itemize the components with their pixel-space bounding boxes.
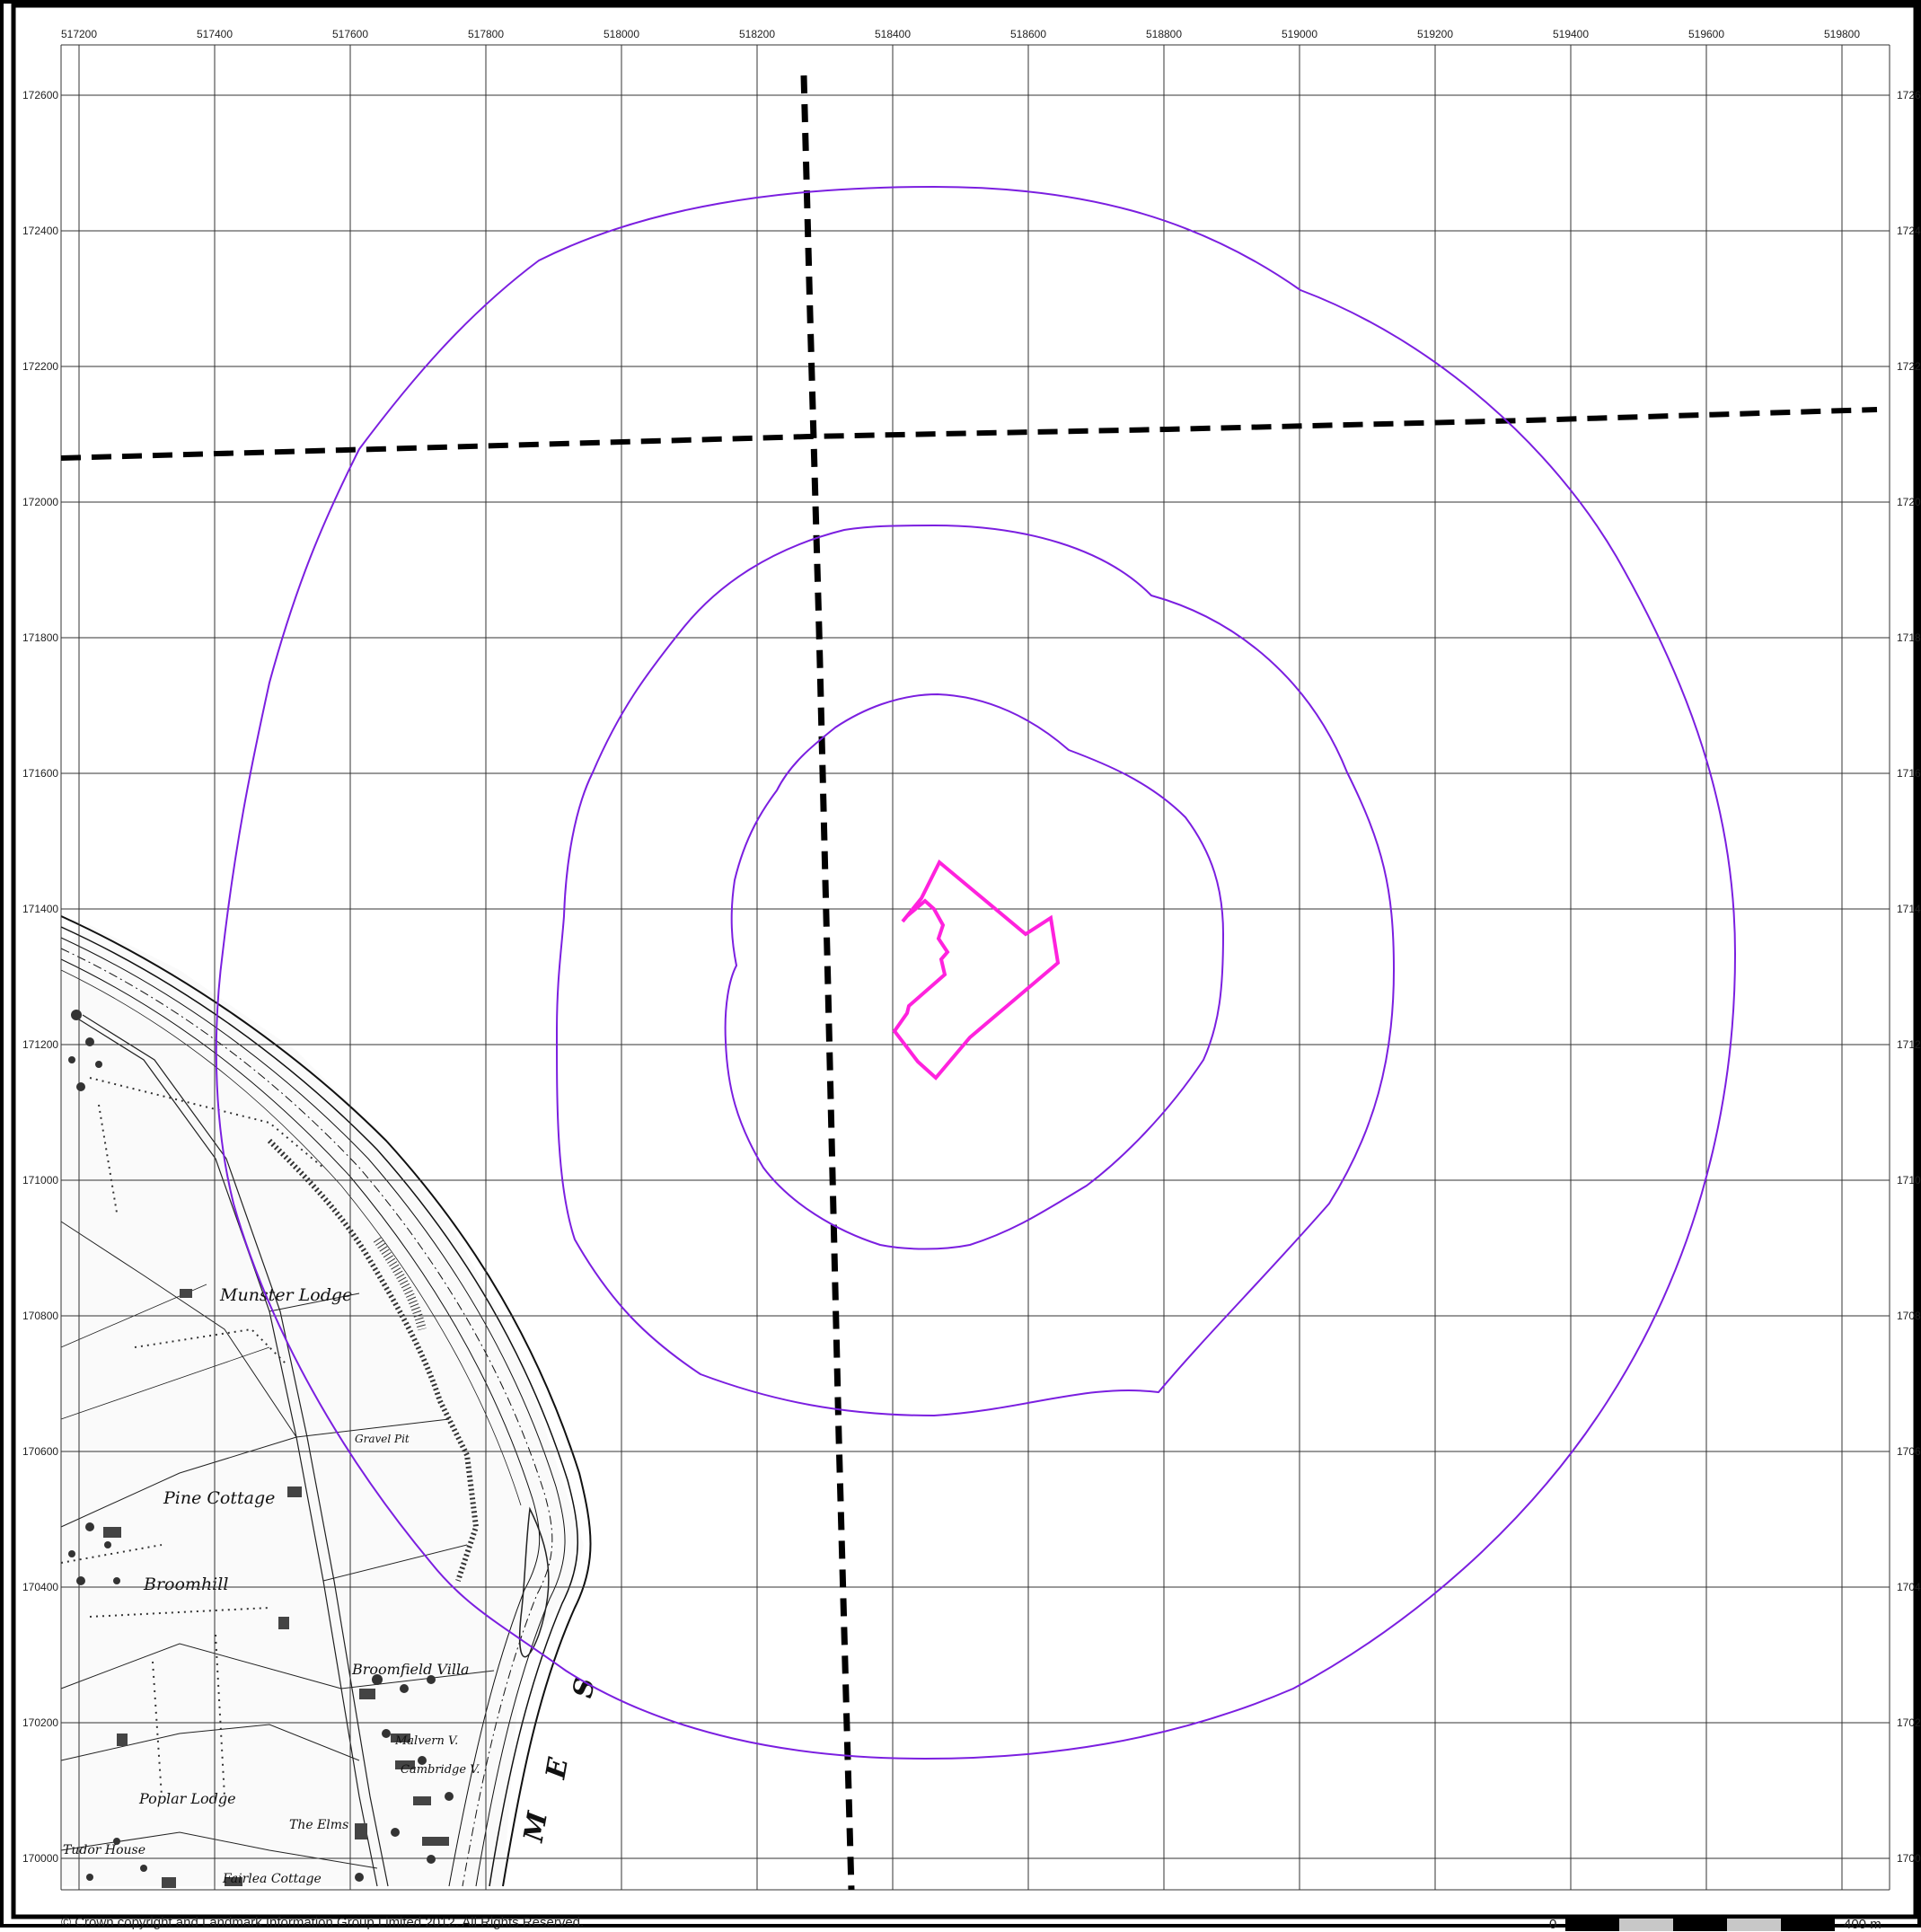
- coordinate-grid: [60, 44, 1890, 1891]
- x-tick-label: 518200: [739, 28, 775, 40]
- y-tick-label-left: 170400: [22, 1581, 58, 1593]
- y-tick-label-left: 171800: [22, 631, 58, 644]
- scale-segment: [1619, 1919, 1673, 1931]
- tick-labels: 517200 517400 517600 517800 518000 518200 5184…: [22, 28, 1921, 1865]
- y-tick-label-right: 1726: [1897, 89, 1921, 101]
- x-tick-label: 517600: [332, 28, 368, 40]
- y-tick-label-left: 170000: [22, 1852, 58, 1865]
- x-tick-label: 519400: [1553, 28, 1589, 40]
- y-tick-label-right: 1722: [1897, 360, 1921, 373]
- y-tick-label-left: 171600: [22, 767, 58, 780]
- y-tick-label-left: 170600: [22, 1445, 58, 1458]
- historic-map-underlay: [60, 915, 592, 1888]
- dashed-line-horizontal: [60, 407, 1878, 461]
- y-tick-label-right: 1704: [1897, 1581, 1921, 1593]
- y-tick-label-left: 170800: [22, 1310, 58, 1322]
- y-tick-label-right: 1710: [1897, 1174, 1921, 1187]
- y-tick-label-left: 172600: [22, 89, 58, 101]
- y-tick-label-right: 1700: [1897, 1852, 1921, 1865]
- x-tick-label: 519200: [1417, 28, 1453, 40]
- x-tick-label: 519000: [1282, 28, 1317, 40]
- y-tick-label-left: 172400: [22, 225, 58, 237]
- y-tick-label-right: 1706: [1897, 1445, 1921, 1458]
- x-tick-label: 517200: [61, 28, 97, 40]
- x-tick-label: 519600: [1688, 28, 1724, 40]
- place-label: Gravel Pit: [355, 1433, 410, 1445]
- y-tick-label-right: 1708: [1897, 1310, 1921, 1322]
- y-tick-label-right: 1724: [1897, 225, 1921, 237]
- place-label: The Elms: [289, 1818, 348, 1832]
- y-tick-label-right: 1718: [1897, 631, 1921, 644]
- x-tick-label: 519800: [1824, 28, 1860, 40]
- x-tick-label: 517800: [468, 28, 504, 40]
- y-tick-label-right: 1712: [1897, 1038, 1921, 1051]
- place-label: Tudor House: [63, 1843, 145, 1857]
- y-tick-label-left: 171400: [22, 903, 58, 915]
- place-labels: Munster Lodge Pine Cottage Broomhill Bro…: [63, 1285, 602, 1886]
- x-tick-label: 518600: [1010, 28, 1046, 40]
- river-label: M: [518, 1809, 555, 1846]
- site-boundary[interactable]: [892, 859, 1061, 1081]
- y-tick-label-right: 1714: [1897, 903, 1921, 915]
- scale-segment: [1673, 1919, 1727, 1931]
- y-tick-label-left: 170200: [22, 1716, 58, 1729]
- place-label: Broomfield Villa: [351, 1661, 470, 1678]
- x-tick-label: 518400: [875, 28, 911, 40]
- x-tick-label: 518800: [1146, 28, 1182, 40]
- scale-end-label: 400 m: [1844, 1917, 1881, 1932]
- place-label: Cambridge V.: [401, 1763, 480, 1777]
- place-label: Poplar Lodge: [138, 1790, 236, 1807]
- y-tick-label-left: 171200: [22, 1038, 58, 1051]
- y-tick-label-left: 171000: [22, 1174, 58, 1187]
- buffer-ring-inner: [724, 693, 1225, 1250]
- place-label: Broomhill: [143, 1575, 228, 1594]
- y-tick-label-right: 1716: [1897, 767, 1921, 780]
- place-label: Munster Lodge: [219, 1285, 352, 1305]
- scale-segment: [1565, 1919, 1619, 1931]
- place-label: Malvern V.: [394, 1734, 458, 1748]
- buffer-ring-outer: [215, 185, 1737, 1760]
- buffer-ring-middle: [555, 524, 1396, 1417]
- dashed-line-vertical: [800, 75, 855, 1891]
- y-tick-label-right: 1720: [1897, 496, 1921, 508]
- y-tick-label-left: 172200: [22, 360, 58, 373]
- buffer-rings: [215, 185, 1737, 1760]
- scale-segment: [1727, 1919, 1781, 1931]
- place-label: Fairlea Cottage: [222, 1872, 322, 1886]
- y-tick-label-right: 1702: [1897, 1716, 1921, 1729]
- x-tick-label: 518000: [604, 28, 639, 40]
- copyright-notice: © Crown copyright and Landmark Informati…: [61, 1915, 585, 1930]
- scale-start-label: 0: [1549, 1917, 1557, 1932]
- x-tick-label: 517400: [197, 28, 233, 40]
- scale-segment: [1781, 1919, 1835, 1931]
- y-tick-label-left: 172000: [22, 496, 58, 508]
- place-label: Pine Cottage: [163, 1488, 275, 1508]
